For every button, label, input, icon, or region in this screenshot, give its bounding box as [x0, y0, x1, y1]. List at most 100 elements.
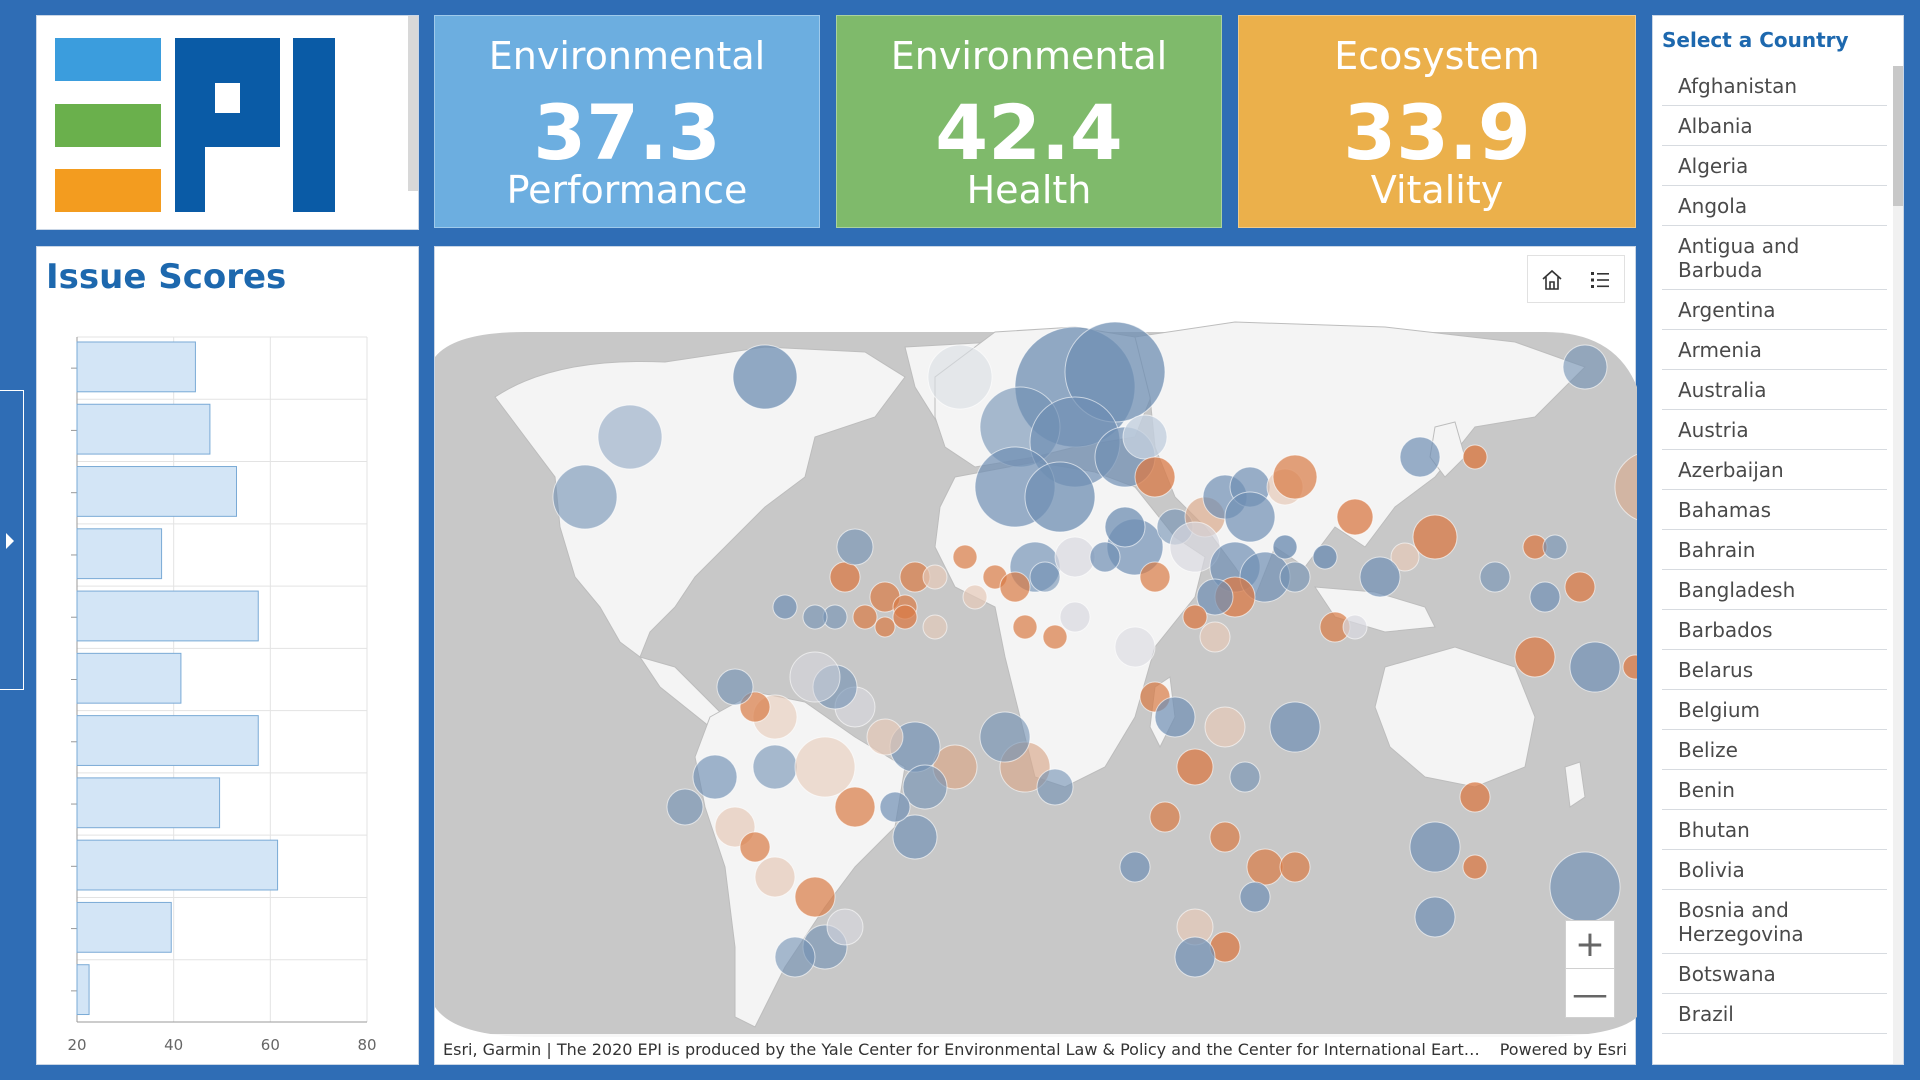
country-score-circle[interactable]: [1229, 761, 1261, 793]
country-score-circle[interactable]: [892, 604, 918, 630]
zoom-in-button[interactable]: +: [1566, 921, 1614, 969]
country-score-circle[interactable]: [1114, 626, 1156, 668]
country-score-circle[interactable]: [1204, 706, 1246, 748]
country-item[interactable]: Armenia: [1662, 330, 1887, 370]
country-score-circle[interactable]: [716, 668, 754, 706]
country-score-circle[interactable]: [922, 564, 948, 590]
country-item[interactable]: Australia: [1662, 370, 1887, 410]
country-score-circle[interactable]: [789, 651, 841, 703]
country-score-circle[interactable]: [979, 711, 1031, 763]
country-score-circle[interactable]: [1459, 781, 1491, 813]
country-score-circle[interactable]: [1089, 541, 1121, 573]
country-score-circle[interactable]: [879, 791, 911, 823]
country-item[interactable]: Botswana: [1662, 954, 1887, 994]
country-item[interactable]: Benin: [1662, 770, 1887, 810]
country-score-circle[interactable]: [1542, 534, 1568, 560]
country-item[interactable]: Albania: [1662, 106, 1887, 146]
country-score-circle[interactable]: [866, 718, 904, 756]
country-score-circle[interactable]: [1272, 454, 1318, 500]
country-score-circle[interactable]: [666, 788, 704, 826]
country-score-circle[interactable]: [1336, 498, 1374, 536]
country-score-circle[interactable]: [1462, 444, 1488, 470]
country-item[interactable]: Algeria: [1662, 146, 1887, 186]
home-button[interactable]: [1528, 256, 1576, 304]
country-score-circle[interactable]: [1182, 604, 1208, 630]
country-score-circle[interactable]: [1614, 452, 1637, 522]
issue-score-bar[interactable]: [76, 590, 259, 642]
country-score-circle[interactable]: [1622, 654, 1637, 680]
country-score-circle[interactable]: [826, 908, 864, 946]
country-score-circle[interactable]: [1239, 881, 1271, 913]
country-score-circle[interactable]: [1024, 461, 1096, 533]
country-score-circle[interactable]: [1564, 571, 1596, 603]
country-item[interactable]: Bahrain: [1662, 530, 1887, 570]
country-item[interactable]: Belarus: [1662, 650, 1887, 690]
country-score-circle[interactable]: [1176, 748, 1214, 786]
country-score-circle[interactable]: [892, 814, 938, 860]
country-item[interactable]: Belgium: [1662, 690, 1887, 730]
country-item[interactable]: Barbados: [1662, 610, 1887, 650]
country-item[interactable]: Bolivia: [1662, 850, 1887, 890]
country-score-circle[interactable]: [962, 584, 988, 610]
country-score-circle[interactable]: [922, 614, 948, 640]
country-score-circle[interactable]: [1342, 614, 1368, 640]
country-score-circle[interactable]: [1409, 821, 1461, 873]
issue-score-bar[interactable]: [76, 652, 182, 704]
country-score-circle[interactable]: [1154, 696, 1196, 738]
country-score-circle[interactable]: [1224, 491, 1276, 543]
country-score-circle[interactable]: [1199, 621, 1231, 653]
country-score-circle[interactable]: [1059, 601, 1091, 633]
country-score-circle[interactable]: [1246, 848, 1284, 886]
country-score-circle[interactable]: [739, 831, 771, 863]
country-score-circle[interactable]: [1462, 854, 1488, 880]
country-score-circle[interactable]: [1390, 542, 1420, 572]
issue-score-bar[interactable]: [76, 715, 259, 766]
issue-score-bar[interactable]: [76, 964, 90, 1016]
country-item[interactable]: Antigua and Barbuda: [1662, 226, 1887, 290]
country-score-circle[interactable]: [1012, 614, 1038, 640]
country-item[interactable]: Austria: [1662, 410, 1887, 450]
country-score-circle[interactable]: [1562, 344, 1608, 390]
country-list-scrollbar[interactable]: [1893, 66, 1903, 1064]
issue-score-bar[interactable]: [76, 839, 279, 891]
country-score-circle[interactable]: [1529, 581, 1561, 613]
country-score-circle[interactable]: [1269, 701, 1321, 753]
country-score-circle[interactable]: [902, 764, 948, 810]
logo-scrollbar[interactable]: [408, 16, 418, 191]
country-item[interactable]: Brazil: [1662, 994, 1887, 1034]
country-score-circle[interactable]: [552, 464, 618, 530]
country-score-circle[interactable]: [927, 344, 993, 410]
country-score-circle[interactable]: [1196, 578, 1234, 616]
country-score-circle[interactable]: [1029, 561, 1061, 593]
issue-score-bar[interactable]: [76, 341, 196, 393]
country-score-circle[interactable]: [1174, 936, 1216, 978]
country-score-circle[interactable]: [802, 604, 828, 630]
country-score-circle[interactable]: [1054, 536, 1096, 578]
world-map-panel[interactable]: + — Esri, Garmin | The 2020 EPI is produ…: [434, 246, 1637, 1065]
country-score-circle[interactable]: [1134, 456, 1176, 498]
country-score-circle[interactable]: [1139, 561, 1171, 593]
country-score-circle[interactable]: [692, 754, 738, 800]
country-score-circle[interactable]: [772, 594, 798, 620]
country-item[interactable]: Angola: [1662, 186, 1887, 226]
country-score-circle[interactable]: [732, 344, 798, 410]
country-score-circle[interactable]: [852, 604, 878, 630]
country-score-circle[interactable]: [999, 571, 1031, 603]
country-score-circle[interactable]: [1042, 624, 1068, 650]
country-score-circle[interactable]: [1414, 896, 1456, 938]
side-panel-toggle[interactable]: [0, 390, 24, 690]
country-score-circle[interactable]: [834, 786, 876, 828]
country-score-circle[interactable]: [1569, 641, 1621, 693]
country-score-circle[interactable]: [952, 544, 978, 570]
zoom-out-button[interactable]: —: [1572, 973, 1608, 1015]
country-item[interactable]: Bosnia and Herzegovina: [1662, 890, 1887, 954]
country-score-circle[interactable]: [794, 736, 856, 798]
issue-score-bar[interactable]: [76, 777, 221, 829]
country-score-circle[interactable]: [1279, 561, 1311, 593]
country-score-circle[interactable]: [752, 744, 798, 790]
country-score-circle[interactable]: [1479, 561, 1511, 593]
country-score-circle[interactable]: [754, 856, 796, 898]
country-item[interactable]: Afghanistan: [1662, 66, 1887, 106]
country-score-circle[interactable]: [597, 404, 663, 470]
powered-by-esri-link[interactable]: Powered by Esri: [1499, 1040, 1627, 1059]
